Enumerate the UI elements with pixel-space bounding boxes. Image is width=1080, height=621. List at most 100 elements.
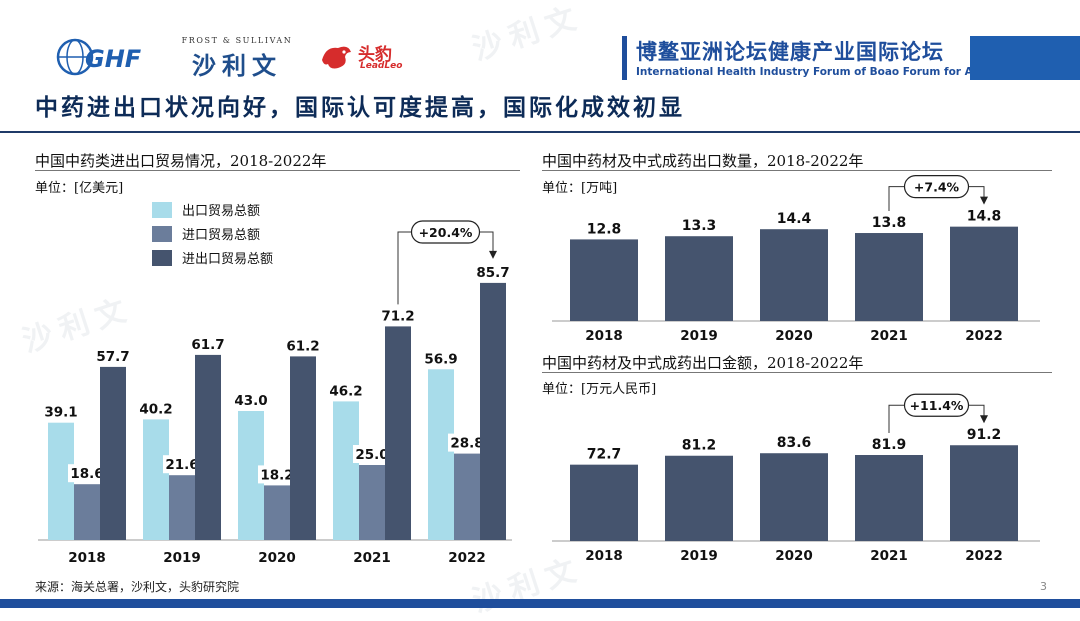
data-label-bg [163,455,201,474]
chart2-title-rule [542,170,1052,171]
growth-arrowhead [980,415,988,424]
x-tick-2022: 2022 [965,328,1003,344]
chart1-title-rule [35,170,520,171]
data-label-2020: 83.6 [777,435,812,451]
bar-2018 [570,464,638,541]
bar-2021-s1 [333,401,359,540]
data-label-2022-s3: 85.7 [476,265,509,281]
page-title: 中药进出口状况向好，国际认可度提高，国际化成效初显 [35,94,685,121]
growth-arrowhead [980,196,988,205]
x-tick-2022: 2022 [448,550,486,566]
x-tick-2018: 2018 [585,328,623,344]
data-label-2018-s2: 18.6 [70,466,103,482]
data-label-2019: 13.3 [682,218,717,234]
data-label-2022: 91.2 [967,427,1002,443]
watermark: 沙利文 [468,0,588,68]
legend-swatch-1 [152,202,172,218]
chart2-title: 中国中药材及中式成药出口数量，2018-2022年 [542,152,864,170]
x-tick-2018: 2018 [68,550,106,566]
bar-2019-s3 [195,354,221,540]
data-label-2021-s1: 46.2 [329,383,362,399]
data-label-2019: 81.2 [682,438,717,454]
growth-badge-text: +11.4% [910,398,964,413]
data-label-2021: 13.8 [872,215,907,231]
bar-2021-s2 [359,465,385,540]
bar-2022 [950,226,1018,321]
chart3-title-rule [542,372,1052,373]
legend-label-2: 进口贸易总额 [182,228,260,243]
chart2-unit: 单位：[万吨] [542,181,618,196]
chart3-title: 中国中药材及中式成药出口金额，2018-2022年 [542,354,864,372]
forum-title-en: International Health Industry Forum of B… [636,66,990,78]
x-tick-2021: 2021 [353,550,391,566]
forum-title-cn: 博鳌亚洲论坛健康产业国际论坛 [636,40,944,64]
source-note: 来源：海关总署，沙利文，头豹研究院 [35,580,240,594]
legend-swatch-3 [152,250,172,266]
bar-2021-s3 [385,326,411,540]
bar-2021 [855,233,923,321]
bar-2018-s2 [74,484,100,540]
data-label-bg [68,464,106,483]
chart3-unit: 单位：[万元人民币] [542,382,657,397]
legend-label-1: 出口贸易总额 [182,204,260,219]
data-label-2020-s2: 18.2 [260,467,293,483]
bar-2020 [760,453,828,541]
frost-sullivan-en: FROST & SULLIVAN [181,36,293,45]
data-label-2022: 14.8 [967,209,1002,225]
data-label-2020-s3: 61.2 [286,338,319,354]
x-tick-2020: 2020 [775,548,813,564]
bar-2019 [665,455,733,541]
leadleo-cn: 头豹 [358,45,392,65]
header-color-block [970,36,1080,80]
ghf-logo-text: GHF [85,45,142,73]
bar-2020-s2 [264,485,290,540]
frost-sullivan-cn: 沙利文 [192,52,282,80]
data-label-2021: 81.9 [872,437,907,453]
title-divider [0,131,1080,133]
data-label-2022-s2: 28.8 [450,436,483,452]
bar-2020-s3 [290,356,316,540]
x-tick-2018: 2018 [585,548,623,564]
data-label-2019-s1: 40.2 [139,401,172,417]
bar-2020 [760,229,828,321]
data-label-bg [448,433,486,452]
legend-swatch-2 [152,226,172,242]
data-label-2021-s3: 71.2 [381,308,414,324]
x-tick-2020: 2020 [258,550,296,566]
data-label-2021-s2: 25.0 [355,447,388,463]
chart2-quantity-svg: 12.8 2018 13.3 2019 14.4 2020 13.8 2021 14.8 2022… [552,175,1040,344]
x-tick-2022: 2022 [965,548,1003,564]
header-accent-bar [622,36,627,80]
bar-2022-s1 [428,369,454,540]
x-tick-2021: 2021 [870,328,908,344]
leopard-icon [322,46,351,69]
bar-2022-s2 [454,453,480,540]
x-tick-2021: 2021 [870,548,908,564]
chart3-amount-svg: 72.7 2018 81.2 2019 83.6 2020 81.9 2021 91.2 2022… [552,393,1040,564]
data-label-2018: 72.7 [587,447,622,463]
growth-badge-text: +7.4% [914,180,960,195]
leadleo-logo: 头豹 LeadLeo [318,38,418,78]
data-label-2019-s3: 61.7 [191,337,224,353]
data-label-bg [258,465,296,484]
x-tick-2019: 2019 [680,328,718,344]
growth-badge-text: +20.4% [419,225,473,240]
ghf-logo: GHF [55,35,155,79]
leadleo-en: LeadLeo [360,61,403,71]
data-label-2019-s2: 21.6 [165,457,198,473]
chart1-unit: 单位：[亿美元] [35,181,124,196]
bar-2019-s2 [169,475,195,540]
bar-2022 [950,445,1018,541]
data-label-bg [353,445,391,463]
data-label-2018-s3: 57.7 [96,349,129,365]
growth-arrowhead [489,250,497,259]
growth-badge [903,393,970,417]
data-label-2020: 14.4 [777,211,812,227]
chart1-title: 中国中药类进出口贸易情况，2018-2022年 [35,152,327,170]
growth-badge [410,220,481,244]
bar-2022-s3 [480,282,506,540]
bar-2018-s3 [100,366,126,540]
bar-2018 [570,239,638,321]
bar-2019-s1 [143,419,169,540]
x-tick-2020: 2020 [775,328,813,344]
